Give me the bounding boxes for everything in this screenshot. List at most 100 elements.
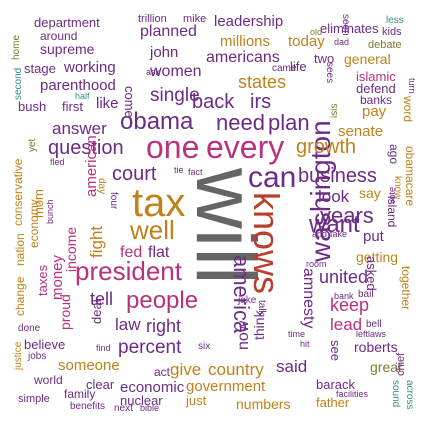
word-justice: justice <box>13 341 24 370</box>
word-united: united <box>319 267 369 287</box>
word-around: around <box>40 29 78 43</box>
word-word: word <box>401 96 415 123</box>
word-talk: talk <box>256 300 267 316</box>
word-life: life <box>290 59 307 74</box>
word-years: years <box>320 203 374 228</box>
word-just: just <box>186 393 207 408</box>
word-came: came <box>272 63 297 74</box>
word-taxes: taxes <box>35 264 50 296</box>
word-tax: tax <box>132 181 186 225</box>
word-add: add <box>312 229 328 239</box>
word-americans: americans <box>206 49 280 66</box>
word-law: law <box>115 315 141 334</box>
word-islamic: islamic <box>356 69 396 84</box>
word-millions: millions <box>220 33 271 50</box>
word-jobs: jobs <box>28 351 47 362</box>
word-can: can <box>248 161 297 194</box>
word-want: want <box>309 211 360 238</box>
word-hit: hit <box>300 339 310 349</box>
word-first: first <box>62 99 83 114</box>
word-father: father <box>316 395 350 410</box>
word-give: give <box>170 360 202 379</box>
word-plan: plan <box>268 110 310 135</box>
word-getting: getting <box>356 249 399 265</box>
word-tie: tie <box>174 165 184 175</box>
word-act: act <box>154 365 171 379</box>
word-across: across <box>404 380 415 410</box>
word-need: need <box>216 110 265 135</box>
word-put: put <box>363 228 384 245</box>
word-income: income <box>63 226 79 272</box>
word-facilities: facilities <box>336 389 369 399</box>
word-answer: answer <box>52 119 107 138</box>
word-believe: believe <box>24 337 66 352</box>
word-obama: obama <box>120 108 194 135</box>
word-numbers: numbers <box>236 396 291 412</box>
word-growth: growth <box>296 136 357 158</box>
word-proud: proud <box>57 294 73 330</box>
word-yet: yet <box>27 138 38 152</box>
word-see: see <box>328 340 343 361</box>
word-chief: chief <box>395 352 407 376</box>
word-conservative: conservative <box>11 158 25 226</box>
word-fact: fact <box>188 167 203 177</box>
word-president: president <box>75 256 182 286</box>
word-trillion: trillion <box>138 13 167 25</box>
word-ask: ask <box>146 67 161 77</box>
word-question: question <box>48 137 124 159</box>
word-day: day <box>96 178 107 195</box>
word-old: old <box>310 27 323 37</box>
word-asked: asked <box>364 256 379 291</box>
word-kids: kids <box>382 26 402 38</box>
word-know: know <box>392 176 403 200</box>
word-come: come <box>122 86 137 118</box>
word-bail: bail <box>358 289 374 300</box>
word-like: like <box>96 95 119 112</box>
word-general: general <box>344 51 391 67</box>
word-debate: debate <box>368 39 402 51</box>
word-done: done <box>18 323 41 334</box>
word-fed: fed <box>120 244 143 261</box>
word-people: people <box>126 287 199 314</box>
word-family: family <box>64 387 96 401</box>
word-take: take <box>330 229 348 239</box>
word-percent: percent <box>118 337 182 358</box>
word-world: world <box>34 373 63 387</box>
word-amnesty: amnesty <box>300 268 317 329</box>
word-lead: lead <box>330 315 363 334</box>
word-said: said <box>276 357 308 376</box>
word-two: two <box>314 51 335 66</box>
word-parenthood: parenthood <box>40 77 116 94</box>
word-back: back <box>192 91 235 113</box>
word-room: room <box>306 259 327 269</box>
word-pay: pay <box>362 103 387 120</box>
word-together: together <box>399 266 413 311</box>
word-one: one <box>146 129 200 165</box>
word-laws: laws <box>368 329 387 339</box>
word-economic: economic <box>120 379 185 396</box>
word-look: look <box>318 187 350 206</box>
word-nuclear: nuclear <box>120 393 163 408</box>
word-now: now <box>235 320 252 350</box>
word-every: every <box>206 129 285 165</box>
word-well: well <box>130 215 175 245</box>
word-barack: barack <box>316 377 356 392</box>
word-mike: mike <box>183 13 207 25</box>
word-someone: someone <box>58 357 120 374</box>
word-bunch: bunch <box>45 199 55 224</box>
word-department: department <box>34 15 100 30</box>
word-deal: deal <box>89 299 104 324</box>
word-keep: keep <box>330 295 370 315</box>
word-women: women <box>150 63 202 80</box>
word-working: working <box>64 59 116 76</box>
word-left: left <box>356 329 369 339</box>
word-today: today <box>288 33 325 50</box>
word-great: great <box>370 359 402 375</box>
word-seen: seen <box>340 14 351 36</box>
word-second: second <box>13 67 24 100</box>
word-time: time <box>288 329 306 339</box>
word-eliminates: eliminates <box>320 21 379 36</box>
word-home: home <box>11 34 22 60</box>
word-find: find <box>96 343 111 353</box>
